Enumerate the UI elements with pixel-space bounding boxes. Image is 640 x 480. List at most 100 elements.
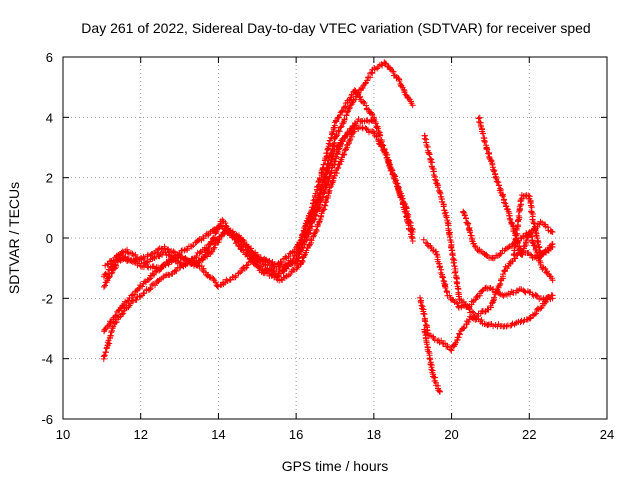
data-point — [334, 150, 341, 157]
data-point — [322, 199, 329, 206]
data-point — [281, 263, 288, 270]
data-point — [495, 179, 502, 186]
data-point — [321, 206, 328, 213]
data-point — [363, 102, 370, 109]
data-point — [205, 245, 212, 252]
data-point — [183, 247, 190, 254]
data-point — [244, 261, 251, 268]
data-point — [512, 320, 519, 327]
data-point — [133, 296, 140, 303]
x-tick-label: 12 — [133, 427, 147, 442]
data-point — [450, 259, 457, 266]
y-axis-label: SDTVAR / TECUs — [6, 182, 22, 294]
data-point — [512, 255, 519, 262]
data-point — [152, 282, 159, 289]
data-point — [483, 251, 490, 258]
data-point — [423, 341, 430, 348]
data-point — [495, 182, 502, 189]
data-point — [319, 207, 326, 214]
data-point — [192, 259, 199, 266]
data-point — [388, 167, 395, 174]
data-point — [535, 243, 542, 250]
data-point — [489, 166, 496, 173]
data-point — [325, 140, 332, 147]
data-point — [146, 286, 153, 293]
data-point — [534, 293, 541, 300]
data-point — [436, 388, 443, 395]
data-point — [374, 125, 381, 132]
data-point — [549, 228, 556, 235]
data-point — [532, 310, 539, 317]
data-point — [232, 236, 239, 243]
data-point — [143, 259, 150, 266]
data-point — [519, 249, 526, 256]
data-point — [549, 295, 556, 302]
data-point — [432, 176, 439, 183]
data-point — [321, 202, 328, 209]
data-point — [344, 109, 351, 116]
data-point — [212, 279, 219, 286]
data-point — [335, 127, 342, 134]
data-point — [299, 245, 306, 252]
data-point — [359, 124, 366, 131]
data-point — [364, 77, 371, 84]
data-point — [436, 264, 443, 271]
data-point — [484, 322, 491, 329]
data-point — [271, 262, 278, 269]
data-point — [264, 258, 271, 265]
data-point — [385, 158, 392, 165]
data-point — [453, 280, 460, 287]
data-point — [438, 337, 445, 344]
x-tick-label: 14 — [211, 427, 225, 442]
data-point — [431, 336, 438, 343]
data-point — [439, 274, 446, 281]
data-point — [124, 246, 131, 253]
data-point — [162, 249, 169, 256]
data-point — [120, 310, 127, 317]
series-track-5 — [102, 126, 358, 284]
data-point — [326, 173, 333, 180]
data-point — [225, 225, 232, 232]
data-point — [498, 250, 505, 257]
data-point — [137, 262, 144, 269]
data-point — [285, 253, 292, 260]
data-point — [452, 269, 459, 276]
data-point — [453, 299, 460, 306]
data-point — [549, 244, 556, 251]
data-point — [446, 230, 453, 237]
x-tick-label: 20 — [444, 427, 458, 442]
data-point — [309, 204, 316, 211]
data-point — [454, 285, 461, 292]
data-point — [108, 327, 115, 334]
data-point — [543, 295, 550, 302]
data-point — [511, 244, 518, 251]
data-point — [319, 164, 326, 171]
data-point — [549, 277, 556, 284]
data-point — [396, 78, 403, 85]
data-point — [506, 215, 513, 222]
data-point — [501, 199, 508, 206]
data-point — [370, 117, 377, 124]
data-point — [479, 130, 486, 137]
data-point — [505, 244, 512, 251]
data-point — [310, 197, 317, 204]
data-point — [514, 217, 521, 224]
data-point — [314, 183, 321, 190]
data-point — [406, 218, 413, 225]
data-point — [301, 252, 308, 259]
data-point — [328, 134, 335, 141]
data-point — [337, 140, 344, 147]
data-point — [144, 263, 151, 270]
data-point — [211, 244, 218, 251]
data-point — [255, 264, 262, 271]
data-point — [312, 212, 319, 219]
series-track-1 — [100, 59, 416, 362]
data-point — [231, 235, 238, 242]
data-point — [162, 272, 169, 279]
data-point — [467, 229, 474, 236]
data-point — [310, 233, 317, 240]
data-point — [440, 203, 447, 210]
data-point — [357, 93, 364, 100]
data-point — [466, 226, 473, 233]
data-point — [145, 276, 152, 283]
